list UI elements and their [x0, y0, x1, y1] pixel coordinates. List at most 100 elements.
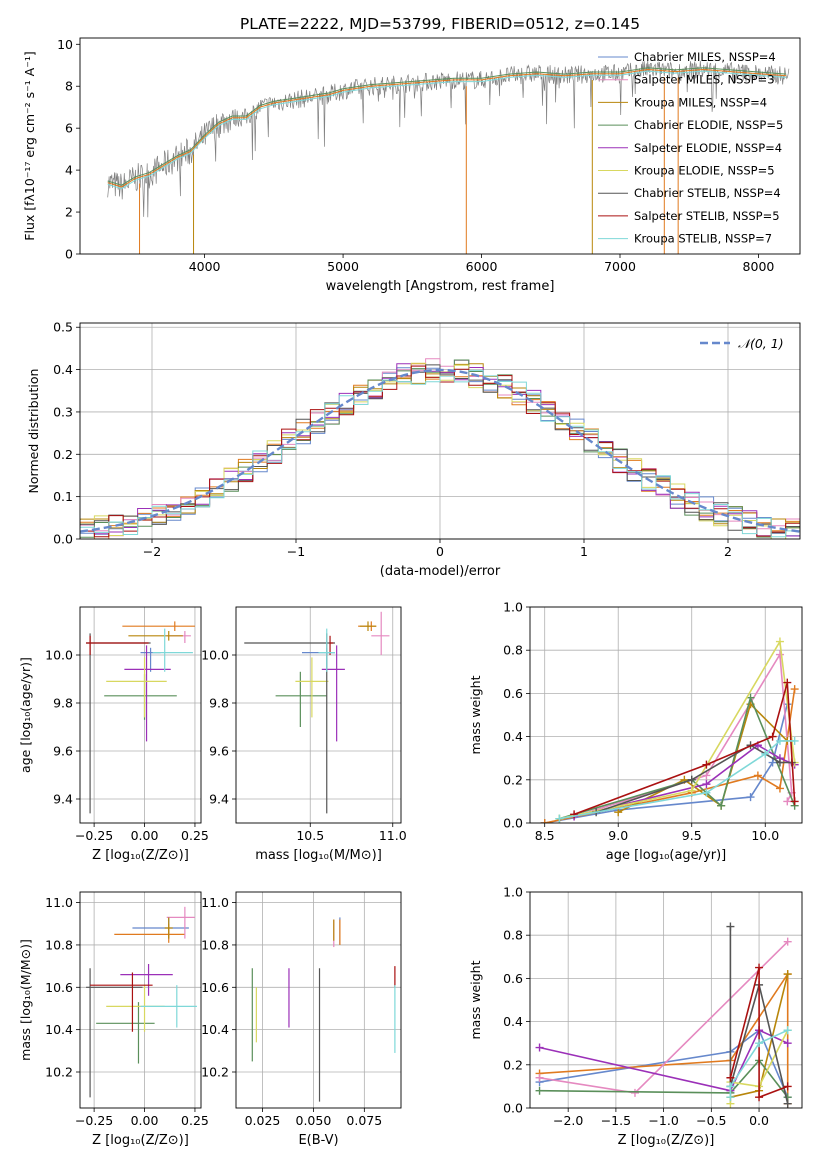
mass-vs-EBV-frame [235, 891, 402, 1109]
weight-vs-Z-point-marker [755, 963, 764, 972]
weight-vs-age-point-marker [775, 736, 784, 745]
weight-vs-age-series-line [544, 688, 796, 823]
spectrum-model-line [107, 67, 787, 186]
weight-vs-Z-point-marker [755, 1039, 764, 1048]
mass-vs-Z-ytick-label: 11.0 [45, 895, 73, 910]
weight-vs-age-point-marker [783, 678, 792, 687]
residuals-xlabel: (data-model)/error [380, 564, 501, 579]
age-vs-mass-ytick-label: 9.8 [209, 696, 229, 711]
weight-vs-age-point-marker [702, 780, 711, 789]
residuals-histograms [80, 358, 800, 539]
weight-vs-Z-xtick-label: −0.5 [696, 1113, 726, 1128]
weight-vs-age-point-marker [687, 786, 696, 795]
weight-vs-Z-ytick-label: 1.0 [503, 885, 523, 900]
weight-vs-Z-series-line [539, 1059, 789, 1098]
weight-vs-Z-point-marker [755, 1093, 764, 1102]
spectrum-ytick-label: 4 [65, 163, 73, 178]
residuals-ytick-label: 0.3 [53, 404, 73, 419]
age-vs-mass-frame [235, 606, 402, 824]
spectrum-ylabel: Flux [fλ10⁻¹⁷ erg cm⁻² s⁻¹ A⁻¹] [22, 51, 37, 240]
mass-vs-Z-xtick-label: −0.25 [75, 1113, 113, 1128]
weight-vs-Z-point-marker [630, 1088, 639, 1097]
weight-vs-Z-point-marker [726, 922, 735, 931]
mass-vs-EBV-ytick-label: 10.4 [201, 1022, 229, 1037]
mass-vs-Z-xlabel: Z [log₁₀(Z/Z⊙)] [92, 1133, 189, 1148]
weight-vs-age-point-marker [783, 797, 792, 806]
spectrum-ytick-label: 8 [65, 79, 73, 94]
mass-vs-EBV-xtick-label: 0.050 [296, 1113, 332, 1128]
residuals-xtick-label: 1 [580, 544, 588, 559]
weight-vs-Z-point-marker [783, 1026, 792, 1035]
weight-vs-Z-point-marker [783, 1082, 792, 1091]
spectrum-legend-label: Salpeter STELIB, NSSP=5 [634, 209, 780, 223]
weight-vs-age-xtick-label: 10.0 [751, 828, 779, 843]
residuals-xtick-label: −1 [287, 544, 305, 559]
weight-vs-Z-ytick-label: 0.6 [503, 971, 523, 986]
weight-vs-age-point-marker [775, 650, 784, 659]
residuals-ytick-label: 0.5 [53, 320, 73, 335]
spectrum-frame [79, 37, 801, 255]
weight-vs-age-point-marker [614, 808, 623, 817]
weight-vs-age-point-marker [746, 693, 755, 702]
weight-vs-Z-ytick-label: 0.8 [503, 928, 523, 943]
weight-vs-Z-ytick-label: 0.4 [503, 1014, 523, 1029]
weight-vs-Z-xtick-label: −1.5 [601, 1113, 631, 1128]
spectrum-xlabel: wavelength [Angstrom, rest frame] [326, 279, 555, 294]
residuals-histogram-series [80, 369, 800, 539]
weight-vs-age-point-marker [746, 793, 755, 802]
weight-vs-age-point-marker [775, 758, 784, 767]
weight-vs-Z-point-marker [535, 1043, 544, 1052]
weight-vs-age-point-marker [768, 732, 777, 741]
spectrum-legend-label: Chabrier ELODIE, NSSP=5 [634, 118, 783, 132]
weight-vs-Z-frame [529, 891, 803, 1109]
weight-vs-Z-series-line [729, 1029, 789, 1098]
spectrum-xtick-label: 5000 [327, 259, 359, 274]
age-vs-Z-ytick-label: 9.4 [53, 792, 73, 807]
weight-vs-age-xlabel: age [log₁₀(age/yr)] [606, 848, 727, 863]
weight-vs-age-xtick-label: 8.5 [535, 828, 555, 843]
weight-vs-age-point-marker [768, 758, 777, 767]
weight-vs-age-point-marker [790, 736, 799, 745]
weight-vs-Z-point-marker [535, 1086, 544, 1095]
age-vs-Z-xtick-label: −0.25 [75, 828, 113, 843]
residuals-normal-curve [80, 368, 800, 533]
spectrum-ytick-label: 6 [65, 121, 73, 136]
weight-vs-age-xtick-label: 9.5 [682, 828, 702, 843]
weight-vs-age-lines [540, 637, 799, 823]
weight-vs-Z-lines [535, 922, 792, 1108]
weight-vs-Z-xlabel: Z [log₁₀(Z/Z⊙)] [618, 1133, 715, 1148]
weight-vs-Z-point-marker [726, 1073, 735, 1082]
spectrum-legend-label: Salpeter MILES, NSSP=3 [634, 73, 775, 87]
weight-vs-age-point-marker [775, 637, 784, 646]
spectrum-legend-label: Kroupa ELODIE, NSSP=5 [634, 164, 775, 178]
residuals-ytick-label: 0.0 [53, 532, 73, 547]
residuals-xtick-label: 0 [436, 544, 444, 559]
spectrum-legend-label: Kroupa STELIB, NSSP=7 [634, 232, 772, 246]
mass-vs-Z-xtick-label: 0.00 [131, 1113, 159, 1128]
residuals-ytick-label: 0.2 [53, 447, 73, 462]
weight-vs-age-point-marker [790, 685, 799, 694]
spectrum-legend-label: Kroupa MILES, NSSP=4 [634, 95, 767, 109]
weight-vs-Z-point-marker [783, 970, 792, 979]
spectrum-xtick-label: 4000 [189, 259, 221, 274]
weight-vs-Z-point-marker [783, 1039, 792, 1048]
weight-vs-age-point-marker [717, 801, 726, 810]
residuals-frame [79, 322, 801, 540]
mass-vs-Z-xtick-label: 0.25 [181, 1113, 209, 1128]
mass-vs-EBV-ytick-label: 10.6 [201, 980, 229, 995]
weight-vs-age-point-marker [540, 819, 549, 823]
weight-vs-age-ytick-label: 1.0 [503, 600, 523, 615]
mass-vs-Z-ylabel: mass [log₁₀(M/M⊙)] [18, 939, 33, 1061]
weight-vs-age-point-marker [753, 771, 762, 780]
spectrum-ytick-label: 10 [57, 37, 73, 52]
spectrum-xtick-label: 8000 [743, 259, 775, 274]
mass-vs-Z-ytick-label: 10.4 [45, 1022, 73, 1037]
weight-vs-Z-xtick-label: 0.0 [749, 1113, 769, 1128]
spectrum-legend-label: Chabrier STELIB, NSSP=4 [634, 186, 781, 200]
weight-vs-age-point-marker [687, 775, 696, 784]
weight-vs-age-series-line [559, 639, 796, 820]
weight-vs-age-point-marker [570, 810, 579, 819]
weight-vs-Z-series-line [729, 967, 788, 1099]
weight-vs-Z-xtick-label: −2.0 [553, 1113, 583, 1128]
